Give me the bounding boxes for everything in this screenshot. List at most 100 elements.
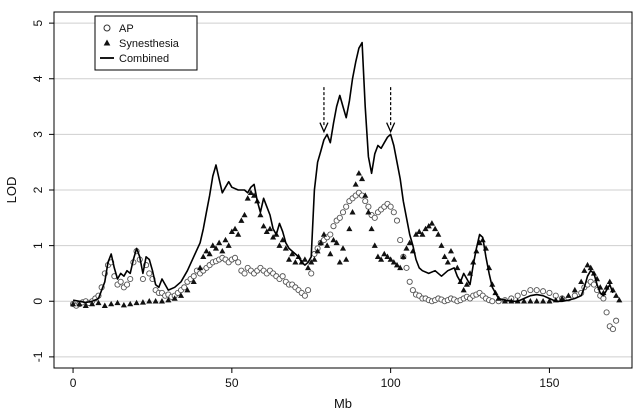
ap-point <box>514 292 521 299</box>
ap-point <box>603 309 610 316</box>
legend: AP Synesthesia Combined <box>94 15 198 71</box>
synesthesia-point <box>146 298 153 304</box>
synesthesia-point <box>76 300 83 307</box>
ap-point <box>362 198 369 205</box>
synesthesia-point <box>336 259 343 265</box>
ap-point <box>387 203 394 210</box>
synesthesia-point <box>359 175 366 182</box>
synesthesia-point <box>390 259 397 265</box>
synesthesia-point <box>324 242 331 248</box>
x-tick-label: 100 <box>381 376 401 390</box>
synesthesia-point <box>114 299 121 306</box>
ap-point <box>527 287 534 294</box>
synesthesia-point <box>578 278 585 285</box>
synesthesia-point <box>95 299 102 306</box>
synesthesia-point <box>139 299 146 305</box>
synesthesia-point <box>327 250 334 257</box>
synesthesia-point <box>413 231 420 237</box>
synesthesia-point <box>460 286 467 293</box>
y-axis-label: LOD <box>4 177 19 204</box>
synesthesia-point <box>120 301 127 308</box>
synesthesia-point <box>152 298 159 304</box>
ap-point <box>371 214 378 221</box>
arrow-head <box>319 122 329 134</box>
synesthesia-point <box>381 250 388 257</box>
ap-point <box>365 203 372 210</box>
ap-point <box>190 273 197 280</box>
synesthesia-point <box>171 295 178 301</box>
synesthesia-point <box>425 222 432 229</box>
y-tick-label: 2 <box>31 186 45 193</box>
synesthesia-point <box>225 242 232 248</box>
synesthesia-point <box>285 256 293 262</box>
ap-point <box>520 289 528 296</box>
synesthesia-point <box>435 231 442 237</box>
ap-point <box>330 223 337 230</box>
ap-point <box>540 288 547 295</box>
synesthesia-point <box>403 245 410 251</box>
synesthesia-point <box>314 247 321 254</box>
synesthesia-point <box>613 292 620 298</box>
synesthesia-point <box>406 239 413 246</box>
synesthesia-point <box>428 220 435 226</box>
synesthesia-point <box>343 256 350 262</box>
synesthesia-point <box>177 292 185 298</box>
synesthesia-point <box>244 195 251 201</box>
ap-point <box>343 203 350 210</box>
synesthesia-point <box>330 236 337 243</box>
synesthesia-point <box>197 264 204 271</box>
synesthesia-point <box>533 298 540 304</box>
synesthesia-point <box>247 189 254 196</box>
synesthesia-point <box>260 222 267 229</box>
y-tick-label: 3 <box>31 131 45 138</box>
synesthesia-point <box>301 256 308 262</box>
legend-marker-circle <box>103 24 111 32</box>
x-axis-label: Mb <box>334 396 352 411</box>
synesthesia-point <box>305 264 312 271</box>
ap-point <box>308 270 315 277</box>
synesthesia-point <box>387 256 394 262</box>
synesthesia-point <box>133 299 140 306</box>
ap-point <box>406 278 413 285</box>
synesthesia-point <box>546 298 553 304</box>
synesthesia-point <box>101 302 108 308</box>
synesthesia-point <box>374 253 381 259</box>
synesthesia-point <box>616 296 623 303</box>
synesthesia-point <box>378 256 385 262</box>
ap-point <box>489 298 496 305</box>
synesthesia-point <box>257 211 264 218</box>
ap-point <box>181 284 188 291</box>
synesthesia-point <box>454 264 461 271</box>
synesthesia-point <box>463 281 470 287</box>
synesthesia-point <box>82 302 89 308</box>
synesthesia-point <box>397 264 404 271</box>
synesthesia-point <box>203 247 210 254</box>
y-tick-label: 1 <box>31 242 45 249</box>
ap-point <box>600 295 607 302</box>
y-tick-label: 4 <box>31 75 45 82</box>
synesthesia-point <box>393 261 401 268</box>
synesthesia-point <box>422 225 429 232</box>
arrow-annotations <box>319 87 396 134</box>
synesthesia-point <box>158 298 166 304</box>
synesthesia-point <box>190 278 197 285</box>
synesthesia-point <box>352 181 359 187</box>
x-tick-label: 0 <box>70 376 77 390</box>
x-axis: 0 50 100 150 <box>70 368 560 390</box>
synesthesia-point <box>416 228 423 234</box>
y-axis: -1 0 1 2 3 4 5 <box>31 19 54 362</box>
legend-entry: AP <box>103 23 134 35</box>
synesthesia-point <box>263 228 270 234</box>
ap-point <box>235 259 242 266</box>
ap-point <box>117 278 124 285</box>
ap-point <box>613 317 620 324</box>
synesthesia-point <box>127 300 134 307</box>
synesthesia-point <box>371 242 378 248</box>
ap-point <box>397 237 404 244</box>
arrow-head <box>386 122 396 134</box>
synesthesia-point <box>333 239 340 246</box>
y-tick-label: 5 <box>31 19 45 26</box>
synesthesia-point <box>451 256 458 262</box>
legend-label: AP <box>119 23 134 35</box>
